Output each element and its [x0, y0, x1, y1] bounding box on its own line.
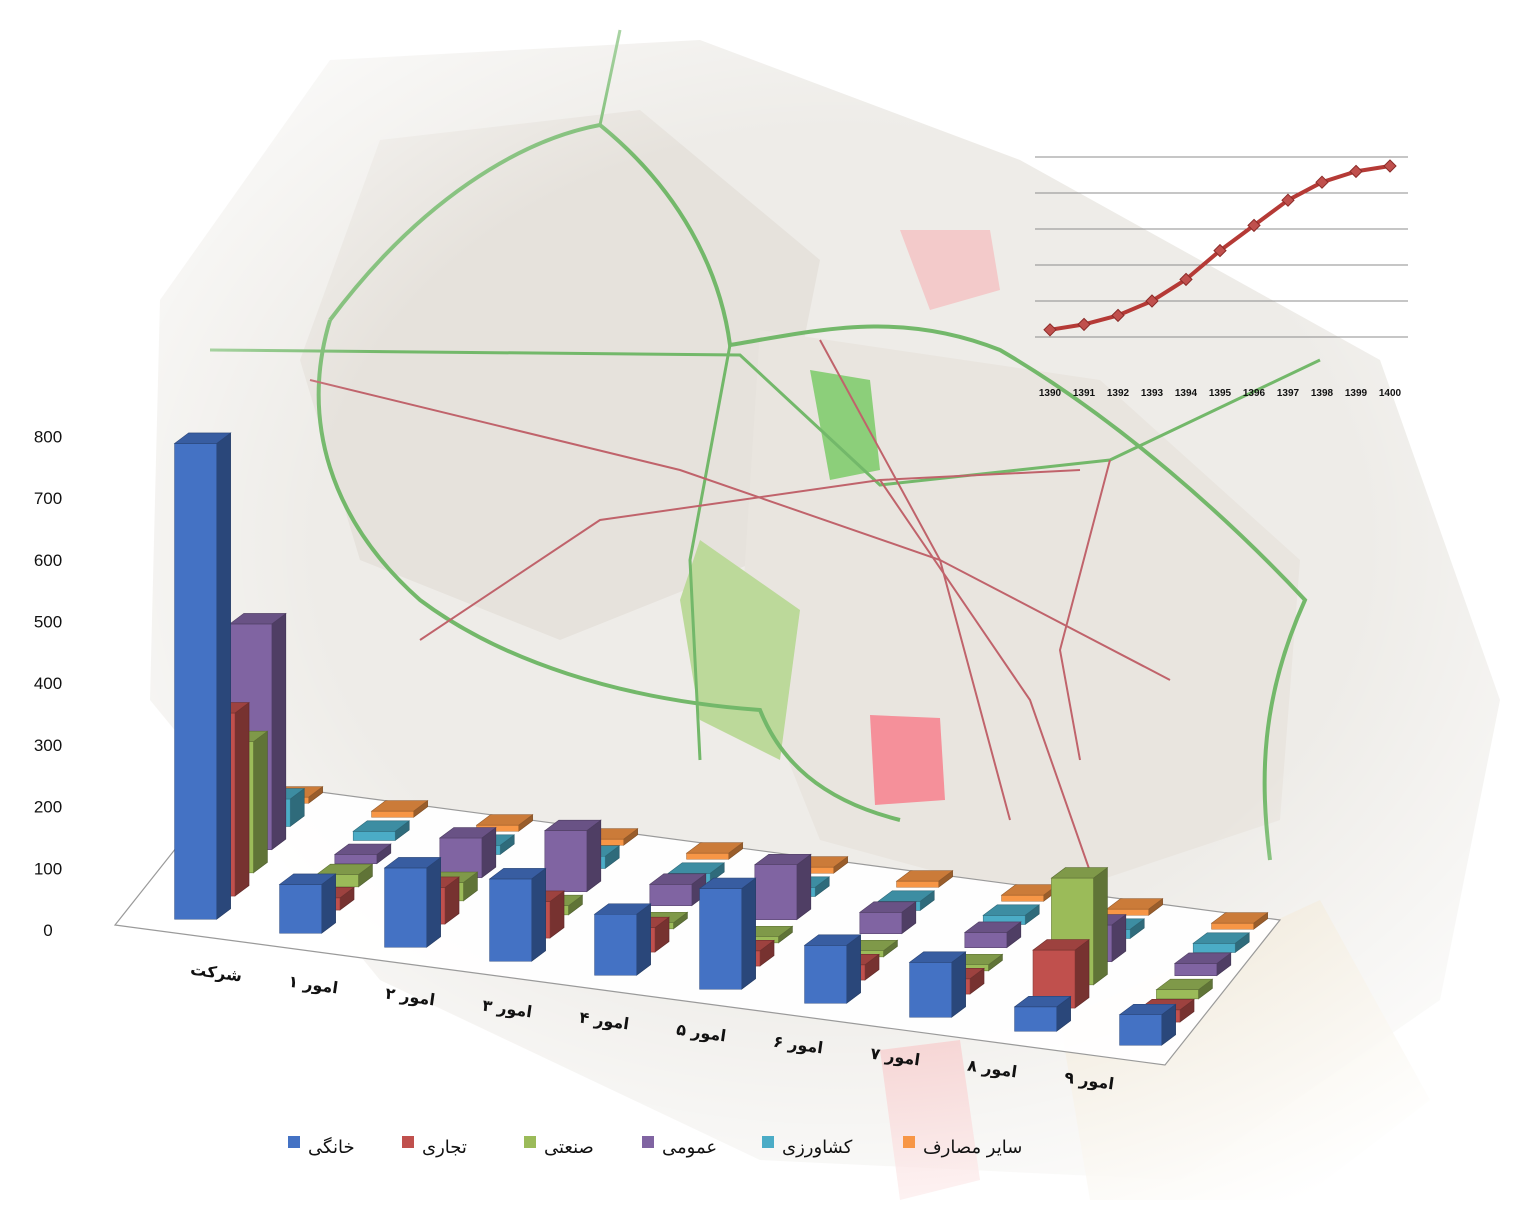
legend-swatch	[762, 1136, 774, 1148]
y-tick-label: 800	[34, 427, 62, 446]
trend-point	[1315, 175, 1329, 189]
legend-item: کشاورزی	[762, 1136, 853, 1158]
trend-point	[1281, 193, 1295, 207]
bar-5-9	[1210, 912, 1269, 930]
legend-item: تجاری	[402, 1136, 467, 1158]
bar-chart-legend: خانگی تجاری صنعتی عمومی کشاورزی سایر مصارف	[288, 1136, 1022, 1158]
trend-x-label: 1390	[1039, 388, 1062, 399]
trend-point	[1111, 308, 1125, 323]
trend-x-label: 1397	[1277, 388, 1300, 399]
trend-x-label: 1395	[1209, 388, 1232, 399]
legend-swatch	[288, 1136, 300, 1148]
bar-0-0	[173, 432, 232, 920]
trend-point	[1383, 159, 1397, 173]
y-tick-label: 500	[34, 613, 62, 632]
trend-x-label: 1398	[1311, 388, 1334, 399]
y-tick-label: 300	[34, 736, 62, 755]
bar-3-1	[333, 843, 392, 865]
bar-0-7	[908, 951, 967, 1018]
bar-3-4	[648, 873, 707, 907]
bar-4-9	[1192, 932, 1251, 954]
y-tick-label: 700	[34, 489, 62, 508]
trend-point	[1043, 323, 1057, 337]
trend-x-label: 1391	[1073, 388, 1096, 399]
legend-label: سایر مصارف	[923, 1137, 1022, 1158]
legend-label: خانگی	[308, 1136, 355, 1158]
bar-0-1	[278, 873, 337, 934]
trend-x-label: 1399	[1345, 388, 1368, 399]
trend-x-label: 1394	[1175, 388, 1198, 399]
bar-1-8	[1032, 938, 1090, 1009]
bar-5-7	[1000, 884, 1059, 902]
bar-3-7	[963, 921, 1022, 949]
bar-y-axis: 0 100 200 300 400 500 600 700 800	[34, 427, 62, 940]
y-tick-label: 400	[34, 674, 62, 693]
bar-3-6	[858, 901, 917, 935]
trend-x-label: 1400	[1379, 388, 1402, 399]
y-tick-label: 100	[34, 859, 62, 878]
legend-swatch	[524, 1136, 536, 1148]
trend-point	[1179, 272, 1193, 287]
bar-0-6	[803, 934, 862, 1004]
trend-point	[1145, 294, 1159, 308]
bar-5-8	[1105, 898, 1164, 916]
bar-4-1	[352, 820, 411, 842]
trend-point	[1077, 317, 1091, 332]
legend-item: خانگی	[288, 1136, 355, 1158]
trend-point	[1247, 218, 1261, 233]
bar-3-3	[543, 819, 602, 893]
trend-line-chart	[1043, 159, 1397, 337]
bar-5-6	[895, 870, 954, 888]
trend-x-axis-labels: 1390 1391 1392 1393 1394 1395 1396 1397 1398 1399…	[1039, 388, 1402, 399]
bar-0-4	[593, 903, 652, 976]
y-tick-label: 200	[34, 798, 62, 817]
bar-3-5	[753, 853, 812, 921]
bar-0-2	[383, 856, 442, 948]
bar-0-3	[488, 867, 547, 962]
trend-chart-gridlines	[1035, 156, 1408, 338]
legend-item: عمومی	[642, 1136, 717, 1158]
bar-3-2	[438, 826, 497, 879]
legend-swatch	[903, 1136, 915, 1148]
legend-label: صنعتی	[544, 1137, 594, 1158]
legend-label: کشاورزی	[782, 1137, 853, 1158]
trend-point	[1213, 243, 1227, 258]
bar-chart-marks	[173, 432, 1269, 1046]
bar-3-9	[1173, 952, 1232, 977]
bar-0-8	[1013, 995, 1072, 1032]
bar-5-1	[370, 800, 429, 818]
legend-swatch	[402, 1136, 414, 1148]
trend-point	[1349, 164, 1363, 179]
bar-2-9	[1155, 978, 1214, 1000]
bar-0-5	[698, 877, 757, 990]
trend-x-label: 1396	[1243, 388, 1266, 399]
y-tick-label: 0	[43, 921, 52, 940]
legend-item: صنعتی	[524, 1136, 594, 1158]
legend-swatch	[642, 1136, 654, 1148]
bar-0-9	[1118, 1003, 1177, 1046]
trend-x-label: 1392	[1107, 388, 1130, 399]
trend-x-label: 1393	[1141, 388, 1164, 399]
legend-label: عمومی	[662, 1137, 717, 1158]
bar-5-4	[685, 842, 744, 860]
legend-label: تجاری	[422, 1137, 467, 1158]
y-tick-label: 600	[34, 551, 62, 570]
legend-item: سایر مصارف	[903, 1136, 1022, 1158]
